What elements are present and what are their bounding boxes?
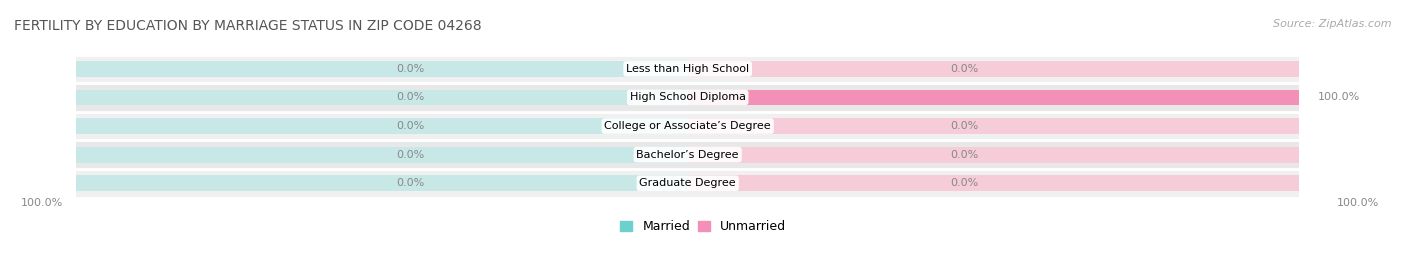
Text: Bachelor’s Degree: Bachelor’s Degree	[637, 150, 740, 160]
Bar	[688, 176, 1299, 191]
Bar	[76, 83, 1299, 112]
Bar	[688, 90, 1299, 105]
Text: 0.0%: 0.0%	[950, 121, 979, 131]
Bar	[688, 118, 1299, 134]
Bar	[76, 147, 688, 163]
Bar	[76, 169, 1299, 198]
Text: College or Associate’s Degree: College or Associate’s Degree	[605, 121, 770, 131]
Text: 0.0%: 0.0%	[950, 64, 979, 74]
Text: FERTILITY BY EDUCATION BY MARRIAGE STATUS IN ZIP CODE 04268: FERTILITY BY EDUCATION BY MARRIAGE STATU…	[14, 19, 482, 33]
Text: 0.0%: 0.0%	[950, 150, 979, 160]
Text: 0.0%: 0.0%	[396, 150, 425, 160]
Text: 0.0%: 0.0%	[396, 64, 425, 74]
Bar	[688, 90, 1299, 105]
Text: 100.0%: 100.0%	[1337, 198, 1379, 208]
Legend: Married, Unmarried: Married, Unmarried	[620, 220, 786, 233]
Text: 0.0%: 0.0%	[396, 92, 425, 102]
Text: Less than High School: Less than High School	[626, 64, 749, 74]
Bar	[76, 90, 688, 105]
Text: 0.0%: 0.0%	[950, 178, 979, 188]
Bar	[76, 140, 1299, 169]
Bar	[76, 55, 1299, 83]
Text: 0.0%: 0.0%	[396, 178, 425, 188]
Bar	[76, 176, 688, 191]
Text: 100.0%: 100.0%	[21, 198, 63, 208]
Text: Source: ZipAtlas.com: Source: ZipAtlas.com	[1274, 19, 1392, 29]
Bar	[688, 147, 1299, 163]
Bar	[76, 61, 688, 77]
Bar	[76, 118, 688, 134]
Text: 100.0%: 100.0%	[1317, 92, 1360, 102]
Bar	[688, 61, 1299, 77]
Text: Graduate Degree: Graduate Degree	[640, 178, 735, 188]
Text: 0.0%: 0.0%	[396, 121, 425, 131]
Text: High School Diploma: High School Diploma	[630, 92, 745, 102]
Bar	[76, 112, 1299, 140]
